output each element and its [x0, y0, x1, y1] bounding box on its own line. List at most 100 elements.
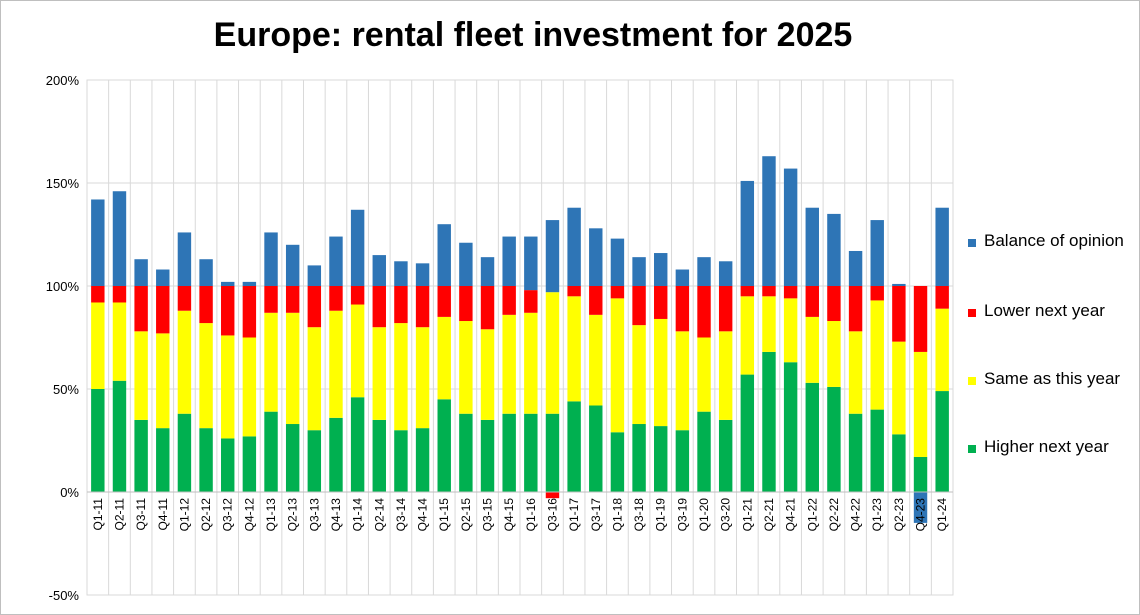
- bar-segment-lower-next-year: [718, 286, 733, 332]
- bar-segment-higher-next-year: [394, 430, 408, 492]
- bar-segment-balance-of-opinion: [91, 199, 105, 286]
- bar-segment-balance-of-opinion: [675, 269, 690, 286]
- bar-segment-balance-of-opinion: [545, 220, 560, 293]
- bar-segment-lower-next-year: [242, 286, 257, 338]
- bar-segment-balance-of-opinion: [718, 261, 733, 286]
- bar-segment-balance-of-opinion: [610, 238, 625, 286]
- bar-segment-same-as-this-year: [372, 327, 386, 420]
- bar-segment-same-as-this-year: [740, 296, 755, 375]
- bar-segment-same-as-this-year: [632, 325, 646, 425]
- bar-segment-lower-next-year: [285, 286, 300, 313]
- bar-segment-higher-next-year: [589, 405, 603, 492]
- bar-segment-higher-next-year: [697, 411, 711, 492]
- bar-segment-higher-next-year: [177, 413, 192, 492]
- x-tick-label: Q1-11: [91, 498, 105, 531]
- bar-segment-same-as-this-year: [892, 341, 906, 435]
- bar-segment-higher-next-year: [480, 419, 495, 492]
- bar-segment-same-as-this-year: [870, 300, 884, 410]
- bar-segment-same-as-this-year: [329, 310, 343, 418]
- bar-segment-lower-next-year: [91, 286, 105, 303]
- x-tick-label: Q1-12: [177, 498, 191, 532]
- x-tick-label: Q1-22: [805, 498, 819, 532]
- x-tick-label: Q3-14: [394, 498, 408, 532]
- legend-swatch-same: [968, 377, 976, 385]
- x-tick-label: Q3-13: [307, 498, 321, 532]
- bar-segment-balance-of-opinion: [805, 207, 819, 286]
- legend-item-same: Same as this year: [968, 368, 1134, 390]
- bar-segment-same-as-this-year: [610, 298, 625, 433]
- bar-segment-higher-next-year: [675, 430, 690, 492]
- x-tick-label: Q2-14: [372, 498, 386, 532]
- bar-segment-higher-next-year: [610, 432, 625, 492]
- bar-segment-higher-next-year: [307, 430, 322, 492]
- bar-segment-higher-next-year: [242, 436, 257, 492]
- bar-segment-balance-of-opinion: [524, 236, 538, 291]
- bar-segment-balance-of-opinion: [654, 253, 668, 286]
- bar-segment-higher-next-year: [524, 413, 538, 492]
- bar-segment-same-as-this-year: [307, 327, 322, 431]
- bar-segment-same-as-this-year: [545, 292, 560, 414]
- bar-segment-lower-next-year: [805, 286, 819, 317]
- x-tick-label: Q1-17: [567, 498, 581, 532]
- bar-segment-lower-next-year: [329, 286, 343, 311]
- bar-segment-higher-next-year: [329, 417, 343, 492]
- bar-segment-lower-next-year: [524, 290, 538, 313]
- bar-segment-higher-next-year: [632, 424, 646, 492]
- bar-segment-lower-next-year: [654, 286, 668, 319]
- bar-segment-balance-of-opinion: [177, 232, 192, 286]
- bar-segment-higher-next-year: [221, 438, 235, 492]
- bar-segment-balance-of-opinion: [329, 236, 343, 286]
- bar-segment-higher-next-year: [134, 419, 148, 492]
- bar-segment-higher-next-year: [459, 413, 473, 492]
- bar-segment-lower-next-year: [762, 286, 776, 297]
- bar-segment-higher-next-year: [545, 413, 560, 492]
- bar-segment-higher-next-year: [264, 411, 278, 492]
- bar-segment-higher-next-year: [935, 391, 949, 492]
- y-tick-label: 50%: [53, 382, 79, 397]
- bar-segment-balance-of-opinion: [762, 156, 776, 286]
- bar-segment-same-as-this-year: [524, 312, 538, 414]
- bar-segment-balance-of-opinion: [913, 492, 928, 523]
- legend-label-higher: Higher next year: [984, 437, 1109, 456]
- bar-segment-higher-next-year: [848, 413, 863, 492]
- bar-segment-balance-of-opinion: [935, 207, 949, 286]
- x-tick-label: Q4-22: [849, 498, 863, 532]
- bar-segment-lower-next-year: [935, 286, 949, 309]
- x-tick-label: Q2-11: [112, 498, 126, 531]
- x-tick-label: Q3-17: [589, 498, 603, 532]
- bar-segment-same-as-this-year: [459, 321, 473, 414]
- bar-segment-higher-next-year: [437, 399, 451, 492]
- x-tick-label: Q1-20: [697, 498, 711, 532]
- bar-segment-lower-next-year: [892, 286, 906, 342]
- bar-segment-higher-next-year: [199, 428, 213, 492]
- x-tick-label: Q4-11: [156, 498, 170, 531]
- bar-segment-same-as-this-year: [697, 337, 711, 412]
- bar-segment-higher-next-year: [892, 434, 906, 492]
- x-tick-label: Q3-15: [481, 498, 495, 532]
- bar-segment-same-as-this-year: [913, 351, 928, 457]
- x-tick-label: Q3-20: [719, 498, 733, 532]
- bar-segment-balance-of-opinion: [632, 257, 646, 286]
- bar-segment-balance-of-opinion: [870, 220, 884, 286]
- bar-segment-higher-next-year: [415, 428, 430, 492]
- x-tick-label: Q1-19: [654, 498, 668, 532]
- bar-segment-same-as-this-year: [567, 296, 581, 402]
- bar-segment-lower-next-year: [632, 286, 646, 326]
- bar-segment-balance-of-opinion: [437, 224, 451, 286]
- bar-segment-lower-next-year: [221, 286, 235, 336]
- bar-segment-same-as-this-year: [935, 308, 949, 392]
- bar-segment-same-as-this-year: [285, 312, 300, 425]
- bar-segment-same-as-this-year: [91, 302, 105, 389]
- bar-segment-lower-next-year: [459, 286, 473, 322]
- bar-segment-higher-next-year: [285, 424, 300, 492]
- legend-swatch-balance: [968, 239, 976, 247]
- bar-segment-higher-next-year: [350, 397, 365, 492]
- bar-segment-same-as-this-year: [134, 331, 148, 420]
- legend-label-same: Same as this year: [984, 369, 1121, 388]
- bar-segment-higher-next-year: [718, 419, 733, 492]
- bar-segment-higher-next-year: [870, 409, 884, 492]
- bar-segment-balance-of-opinion: [112, 191, 127, 286]
- bar-segment-same-as-this-year: [415, 327, 430, 429]
- bar-segment-higher-next-year: [502, 413, 516, 492]
